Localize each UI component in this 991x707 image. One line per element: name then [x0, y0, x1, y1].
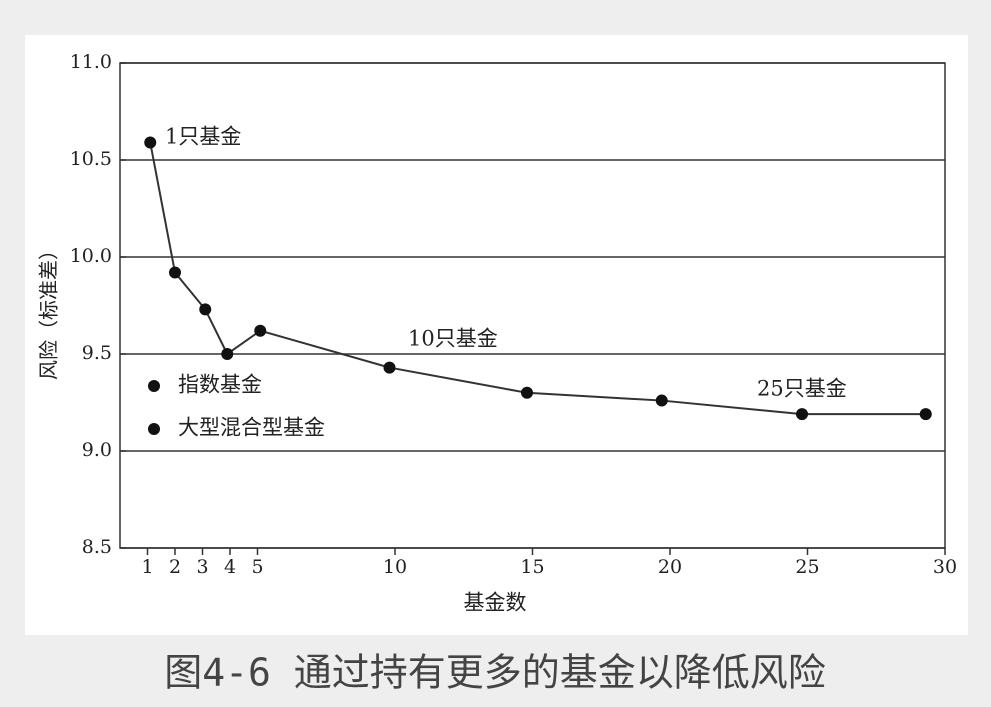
x-tick-label: 25	[795, 556, 819, 578]
annotation: 10只基金	[408, 327, 498, 351]
y-tick-label: 9.5	[82, 342, 112, 364]
y-axis-label: 风险（标准差）	[37, 240, 61, 380]
x-tick-label: 5	[251, 556, 263, 578]
data-point	[521, 386, 533, 399]
data-point	[169, 266, 181, 279]
data-point	[254, 324, 267, 337]
y-tick-label: 8.5	[82, 536, 112, 558]
y-tick-label: 10.0	[70, 245, 112, 267]
data-point	[144, 136, 157, 149]
x-tick-label: 15	[520, 556, 544, 578]
annotation: 25只基金	[757, 377, 847, 401]
caption: 图4-6 通过持有更多的基金以降低风险	[164, 651, 826, 695]
x-tick-label: 20	[658, 556, 682, 578]
plot-frame	[119, 62, 946, 549]
series-line	[149, 142, 926, 416]
y-tick-label: 10.5	[70, 148, 112, 170]
legend-marker	[148, 380, 160, 392]
data-point	[199, 303, 212, 316]
x-tick-label: 4	[224, 556, 236, 578]
annotation: 1只基金	[165, 125, 241, 149]
data-point	[383, 361, 396, 374]
chart-panel	[25, 35, 968, 635]
x-tick-label: 30	[933, 556, 957, 578]
y-tick-label: 9.0	[82, 439, 112, 461]
data-point	[796, 408, 808, 421]
x-axis-label: 基金数	[464, 591, 527, 615]
x-tick-label: 2	[169, 556, 181, 578]
legend-marker	[148, 423, 160, 435]
legend-label: 大型混合型基金	[178, 416, 325, 440]
data-point	[655, 394, 668, 407]
data-point	[919, 408, 932, 421]
legend-label: 指数基金	[178, 373, 262, 397]
x-tick-label: 1	[141, 556, 153, 578]
y-tick-label: 11.0	[70, 51, 112, 73]
x-tick-label: 10	[383, 556, 407, 578]
x-tick-label: 3	[196, 556, 208, 578]
data-point	[221, 348, 234, 360]
